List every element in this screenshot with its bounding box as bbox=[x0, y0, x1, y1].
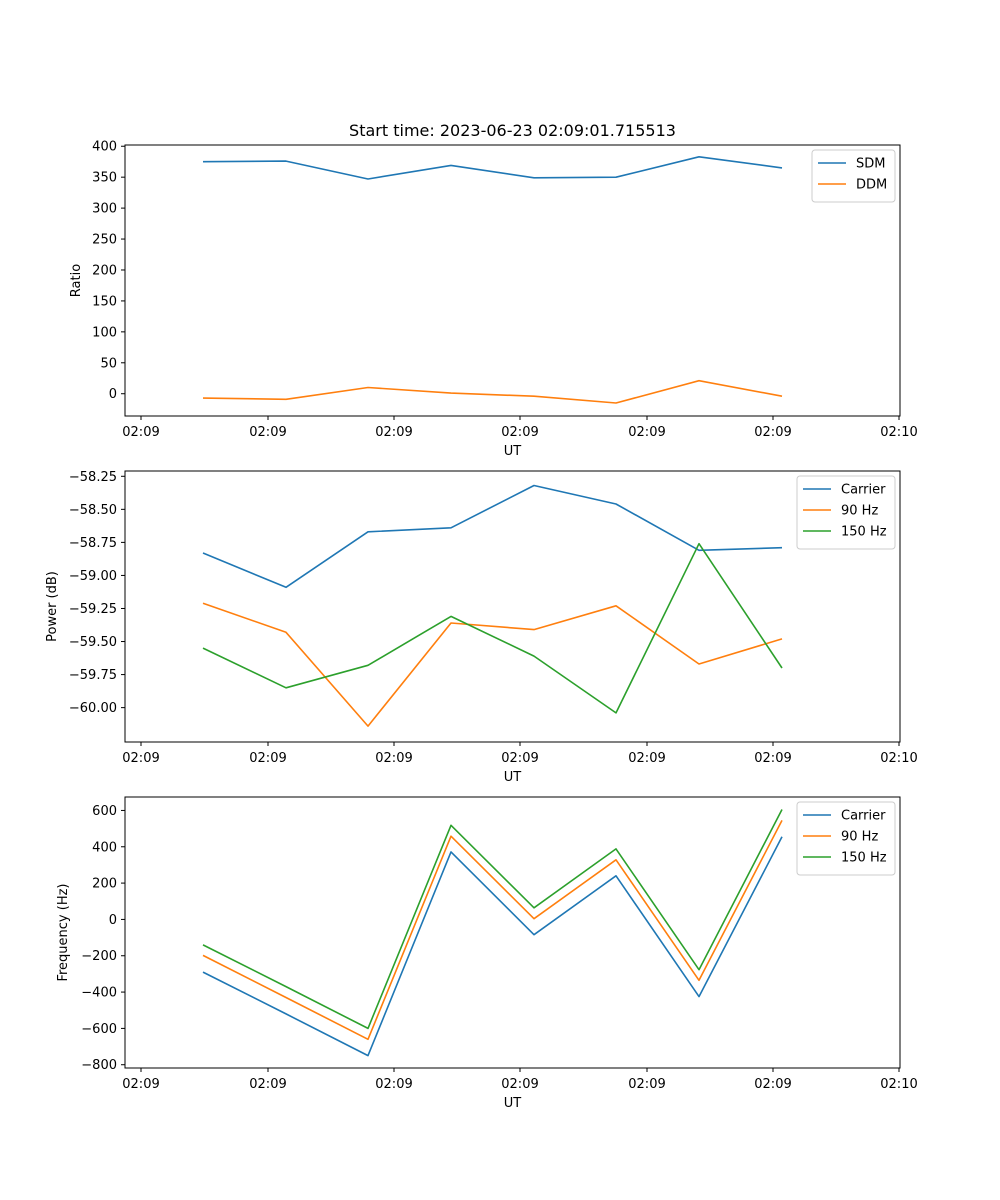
x-axis-label: UT bbox=[504, 770, 522, 785]
y-tick-label: −59.75 bbox=[69, 668, 117, 683]
legend-label: 150 Hz bbox=[841, 525, 887, 540]
chart-title: Start time: 2023-06-23 02:09:01.715513 bbox=[349, 121, 676, 140]
x-tick-label: 02:09 bbox=[754, 1077, 791, 1092]
y-tick-label: 350 bbox=[92, 171, 117, 186]
legend-label: 90 Hz bbox=[841, 504, 878, 519]
legend-label: 150 Hz bbox=[841, 851, 887, 866]
y-tick-label: 100 bbox=[92, 325, 117, 340]
series-line-carrier bbox=[202, 484, 783, 589]
y-tick-label: −59.25 bbox=[69, 602, 117, 617]
series-line-carrier bbox=[202, 836, 783, 1057]
series-line-sdm bbox=[202, 156, 783, 180]
y-axis-label: Ratio bbox=[69, 264, 84, 297]
y-axis-label: Power (dB) bbox=[45, 571, 60, 642]
chart-panel-3: −800 −600 −400 −200 0 200 400 600 02:09 02:09 02:0… bbox=[56, 796, 918, 1111]
plot-frame bbox=[124, 796, 901, 1069]
legend-label: DDM bbox=[856, 178, 887, 193]
legend: Carrier 90 Hz 150 Hz bbox=[796, 475, 896, 550]
x-axis-label: UT bbox=[504, 444, 522, 459]
y-tick-label: −58.75 bbox=[69, 536, 117, 551]
x-tick-label: 02:09 bbox=[754, 425, 791, 440]
y-tick-label: 200 bbox=[92, 877, 117, 892]
x-tick-label: 02:09 bbox=[501, 751, 538, 766]
plot-frame bbox=[124, 470, 901, 743]
x-tick-label: 02:09 bbox=[375, 425, 412, 440]
chart-panel-2: −60.00 −59.75 −59.50 −59.25 −59.00 −58.75 −58.… bbox=[45, 470, 918, 785]
x-tick-label: 02:09 bbox=[628, 1077, 665, 1092]
y-tick-label: −200 bbox=[81, 949, 117, 964]
series-line-90-hz bbox=[202, 820, 783, 1041]
x-tick-label: 02:09 bbox=[628, 425, 665, 440]
x-tick-label: 02:10 bbox=[880, 1077, 917, 1092]
x-tick-label: 02:09 bbox=[375, 751, 412, 766]
y-tick-label: 150 bbox=[92, 294, 117, 309]
series-line-ddm bbox=[202, 379, 783, 404]
x-tick-label: 02:09 bbox=[122, 1077, 159, 1092]
series-line-150-hz bbox=[202, 809, 783, 1030]
x-tick-label: 02:09 bbox=[628, 751, 665, 766]
y-tick-label: 0 bbox=[109, 387, 117, 402]
series-line-90-hz bbox=[202, 602, 783, 727]
x-tick-label: 02:09 bbox=[122, 425, 159, 440]
y-tick-label: −800 bbox=[81, 1058, 117, 1073]
x-tick-label: 02:10 bbox=[880, 425, 917, 440]
y-tick-label: −60.00 bbox=[69, 701, 117, 716]
y-tick-label: −59.00 bbox=[69, 569, 117, 584]
x-tick-label: 02:09 bbox=[375, 1077, 412, 1092]
x-tick-label: 02:09 bbox=[501, 425, 538, 440]
y-tick-label: 400 bbox=[92, 140, 117, 155]
y-tick-label: 300 bbox=[92, 202, 117, 217]
series-line-150-hz bbox=[202, 542, 783, 714]
x-tick-label: 02:09 bbox=[249, 425, 286, 440]
y-tick-label: −600 bbox=[81, 1022, 117, 1037]
y-tick-label: −400 bbox=[81, 986, 117, 1001]
x-tick-label: 02:09 bbox=[501, 1077, 538, 1092]
y-tick-label: 600 bbox=[92, 804, 117, 819]
y-tick-label: 200 bbox=[92, 263, 117, 278]
y-tick-label: 250 bbox=[92, 233, 117, 248]
y-tick-label: −59.50 bbox=[69, 635, 117, 650]
y-tick-label: −58.50 bbox=[69, 503, 117, 518]
legend-label: Carrier bbox=[841, 483, 886, 498]
y-tick-label: 400 bbox=[92, 840, 117, 855]
legend-label: SDM bbox=[856, 157, 885, 172]
legend: Carrier 90 Hz 150 Hz bbox=[796, 801, 896, 876]
x-tick-label: 02:09 bbox=[122, 751, 159, 766]
legend-label: Carrier bbox=[841, 809, 886, 824]
x-tick-label: 02:09 bbox=[249, 751, 286, 766]
x-tick-label: 02:09 bbox=[754, 751, 791, 766]
y-tick-label: 0 bbox=[109, 913, 117, 928]
y-tick-label: −58.25 bbox=[69, 470, 117, 485]
x-axis-label: UT bbox=[504, 1096, 522, 1111]
x-tick-label: 02:09 bbox=[249, 1077, 286, 1092]
legend: SDM DDM bbox=[811, 149, 896, 203]
y-axis-label: Frequency (Hz) bbox=[56, 883, 71, 981]
legend-label: 90 Hz bbox=[841, 830, 878, 845]
y-tick-label: 50 bbox=[100, 356, 117, 371]
x-tick-label: 02:10 bbox=[880, 751, 917, 766]
chart-panel-1: Start time: 2023-06-23 02:09:01.715513 0 5… bbox=[69, 121, 918, 459]
plot-frame bbox=[124, 144, 901, 417]
